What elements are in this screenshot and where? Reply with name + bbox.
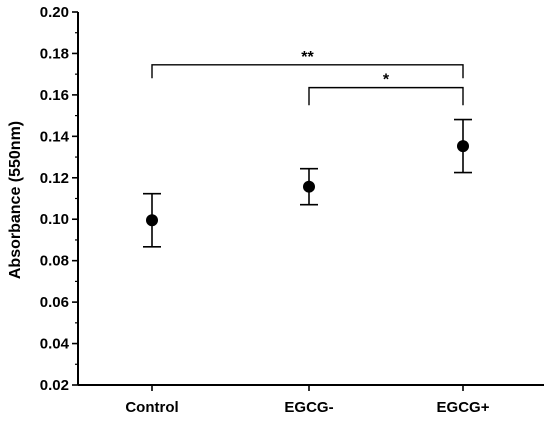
y-tick-label: 0.04 <box>40 336 70 353</box>
axes <box>77 12 544 386</box>
significance-label: ** <box>301 49 314 66</box>
x-category-label: Control <box>125 399 178 416</box>
y-tick-label: 0.08 <box>40 253 69 270</box>
x-category-label: EGCG- <box>284 399 333 416</box>
y-tick-label: 0.16 <box>40 87 69 104</box>
y-axis-title: Absorbance (550nm) <box>7 121 24 279</box>
y-tick-label: 0.10 <box>40 211 69 228</box>
y-tick-label: 0.14 <box>40 128 70 145</box>
data-point <box>303 180 315 193</box>
data-point <box>457 140 469 153</box>
x-category-label: EGCG+ <box>437 399 490 416</box>
significance-bracket <box>308 86 464 106</box>
y-tick-label: 0.12 <box>40 170 69 187</box>
data-points <box>143 118 472 248</box>
y-tick-label: 0.18 <box>40 45 69 62</box>
y-tick-label: 0.06 <box>40 294 69 311</box>
data-point <box>146 214 158 227</box>
significance-label: * <box>383 72 390 89</box>
significance-brackets: *** <box>151 49 464 106</box>
x-category-labels: Control EGCG- EGCG+ <box>125 385 490 416</box>
significance-bracket <box>151 64 464 79</box>
y-ticks: 0.02 0.04 0.06 0.08 0.10 0.12 0.14 0.16 0.18 0.20 <box>40 4 78 394</box>
y-tick-label: 0.02 <box>40 377 69 394</box>
y-tick-label: 0.20 <box>40 4 69 21</box>
